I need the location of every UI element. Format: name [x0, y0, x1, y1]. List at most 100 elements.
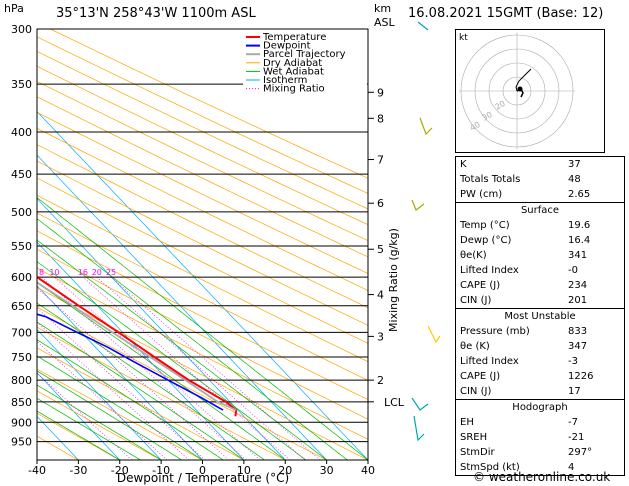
mu-row: Lifted Index -3 — [456, 354, 624, 369]
hodograph-ring-40: 40 — [469, 120, 482, 133]
mu-row: CAPE (J) 1226 — [456, 369, 624, 384]
mixing-ratio-line — [37, 321, 190, 460]
surface-row: CAPE (J) 234 — [456, 278, 624, 293]
hodo-row: StmSpd (kt) 4 — [456, 460, 624, 475]
wet-adiabat-line — [37, 339, 224, 460]
wet-adiabat-line — [37, 370, 182, 460]
most-unstable-title: Most Unstable — [504, 311, 576, 322]
surface-title: Surface — [520, 205, 560, 216]
surface-value: 201 — [568, 295, 588, 306]
asl-label: ASL — [374, 16, 395, 29]
x-axis-title: Dewpoint / Temperature (°C) — [117, 471, 289, 485]
surface-row: Dewp (°C) 16.4 — [456, 233, 624, 248]
km-tick-label: 6 — [377, 197, 384, 210]
surface-label: CAPE (J) — [460, 280, 501, 291]
x-tick-label: 30 — [320, 464, 334, 477]
index-row-totals: Totals Totals 48 — [456, 172, 624, 187]
dry-adiabat-line — [37, 347, 245, 460]
mu-value: -3 — [568, 356, 578, 367]
dry-adiabat-line — [37, 230, 368, 401]
wind-barb — [413, 415, 425, 442]
hodograph-ring-30: 30 — [481, 110, 494, 123]
isotherm-line — [37, 241, 245, 460]
series-dewpoint-line — [37, 313, 224, 411]
isotherm-line — [37, 198, 286, 460]
dry-adiabat-line — [37, 412, 120, 460]
wind-barb — [411, 397, 429, 411]
surface-label: CIN (J) — [460, 295, 492, 306]
pressure-tick-label: 850 — [11, 396, 32, 409]
dry-adiabat-line — [37, 111, 368, 274]
hodograph: kt 40 30 20 — [455, 29, 605, 153]
pressure-tick-label: 500 — [11, 206, 32, 219]
wet-adiabat-line — [37, 355, 203, 460]
pressure-tick-label: 450 — [11, 168, 32, 181]
km-tick-label: 2 — [377, 374, 384, 387]
wet-adiabat-line — [37, 384, 162, 460]
hodo-label: StmSpd (kt) — [460, 462, 520, 473]
isotherm-line — [37, 111, 368, 460]
index-row-k: K 37 — [456, 157, 624, 172]
surface-row: θe(K) 341 — [456, 248, 624, 263]
location-label: 35°13'N 258°43'W 1100m ASL — [56, 6, 256, 21]
mixing-ratio-label: 25 — [106, 268, 116, 277]
pressure-tick-label: 400 — [11, 126, 32, 139]
mu-value: 17 — [568, 386, 581, 397]
hodograph-table-title: Hodograph — [512, 402, 568, 413]
dry-adiabat-line — [37, 306, 327, 460]
series-temperature-line — [37, 275, 238, 417]
wind-barb — [417, 21, 429, 31]
isotherm-line — [37, 372, 121, 460]
index-label: Totals Totals — [460, 174, 521, 185]
legend-label: Dewpoint — [263, 41, 311, 52]
dry-adiabat-line — [37, 127, 368, 291]
x-tick-label: 0 — [199, 464, 206, 477]
x-tick-label: 10 — [237, 464, 251, 477]
dry-adiabat-line — [37, 368, 203, 460]
hodo-label: EH — [460, 417, 474, 428]
mu-label: Pressure (mb) — [460, 326, 530, 337]
km-label: km — [374, 2, 392, 15]
mu-label: CAPE (J) — [460, 371, 501, 382]
pressure-tick-label: 750 — [11, 351, 32, 364]
hodo-value: 4 — [568, 462, 575, 473]
km-tick-label: 7 — [377, 154, 384, 167]
hodograph-ring-20: 20 — [494, 99, 507, 112]
dry-adiabat-line — [50, 29, 368, 179]
mixing-ratio-label: 10 — [49, 268, 59, 277]
legend-label: Mixing Ratio — [263, 84, 325, 95]
isotherm-line — [37, 285, 203, 460]
wind-barb — [427, 325, 441, 344]
legend-box — [243, 30, 367, 92]
pressure-tick-label: 550 — [11, 240, 32, 253]
legend-label: Temperature — [262, 32, 326, 43]
x-tick-label: -20 — [111, 464, 129, 477]
surface-row: Temp (°C) 19.6 — [456, 218, 624, 233]
series-parcel-trajectory-line — [37, 281, 237, 411]
pressure-tick-label: 350 — [11, 78, 32, 91]
legend-label: Isotherm — [263, 75, 307, 86]
surface-label: θe(K) — [460, 250, 487, 261]
km-tick-label: 9 — [377, 86, 384, 99]
wet-adiabat-line — [37, 261, 307, 460]
mixing-ratio-label: 16 — [78, 268, 88, 277]
km-tick-label: LCL — [384, 396, 405, 409]
pressure-tick-label: 650 — [11, 300, 32, 313]
dry-adiabat-line — [37, 96, 368, 258]
x-tick-label: -30 — [69, 464, 87, 477]
hodograph-storm-marker — [517, 86, 523, 92]
surface-value: 341 — [568, 250, 588, 261]
mixing-ratio-label: 20 — [92, 268, 102, 277]
hodo-label: StmDir — [460, 447, 495, 458]
index-row-pw: PW (cm) 2.65 — [456, 187, 624, 202]
wind-barb — [411, 199, 425, 211]
hodograph-kt-label: kt — [459, 33, 468, 43]
mu-value: 347 — [568, 341, 588, 352]
hodo-value: 297° — [568, 447, 593, 458]
hodo-row: StmDir 297° — [456, 445, 624, 460]
dry-adiabat-line — [37, 51, 368, 210]
km-tick-label: 4 — [377, 289, 384, 302]
index-value: 48 — [568, 174, 581, 185]
pressure-tick-label: 600 — [11, 271, 32, 284]
